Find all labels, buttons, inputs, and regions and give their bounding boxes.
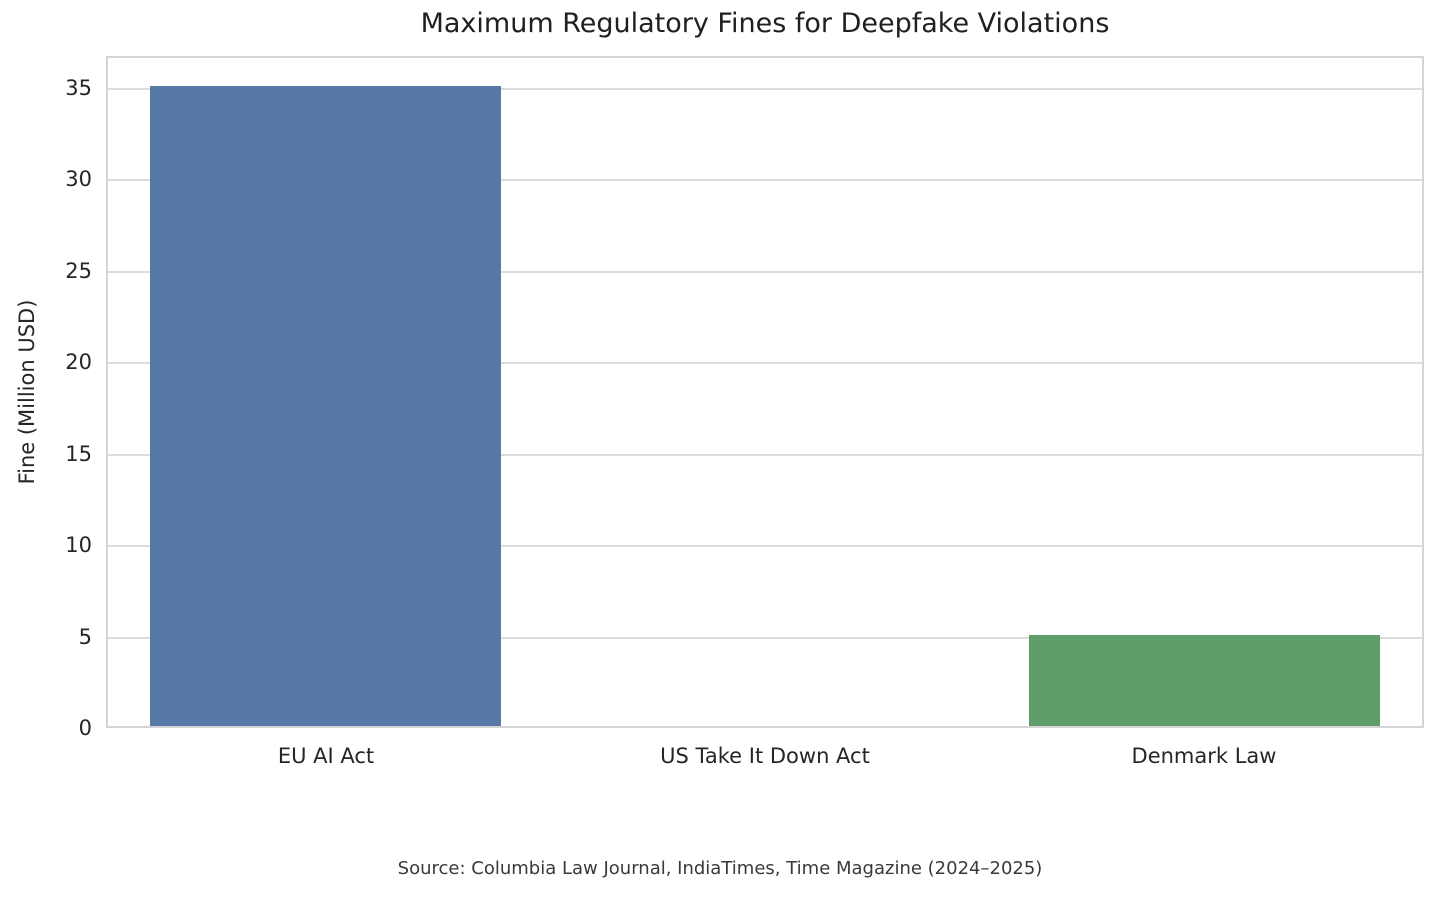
y-tick-label-20: 20	[65, 350, 92, 374]
gridline-15	[108, 454, 1422, 456]
y-tick-label-15: 15	[65, 442, 92, 466]
y-tick-label-0: 0	[78, 716, 92, 740]
gridline-5	[108, 637, 1422, 639]
source-note: Source: Columbia Law Journal, IndiaTimes…	[397, 858, 1043, 879]
gridline-20	[108, 362, 1422, 364]
y-tick-label-25: 25	[65, 259, 92, 283]
bar-denmark-law	[1029, 635, 1380, 726]
x-tick-label-eu-ai-act: EU AI Act	[277, 744, 375, 768]
y-tick-label-5: 5	[78, 625, 92, 649]
y-tick-label-30: 30	[65, 167, 92, 191]
y-tick-label-10: 10	[65, 533, 92, 557]
plot-area	[106, 56, 1424, 728]
gridline-25	[108, 271, 1422, 273]
bar-eu-ai-act	[150, 86, 501, 726]
gridline-35	[108, 88, 1422, 90]
chart-title: Maximum Regulatory Fines for Deepfake Vi…	[420, 8, 1110, 39]
gridline-30	[108, 179, 1422, 181]
y-tick-label-35: 35	[65, 76, 92, 100]
x-tick-label-us-take-it-down-act: US Take It Down Act	[660, 744, 870, 768]
x-tick-label-denmark-law: Denmark Law	[1131, 744, 1277, 768]
gridline-10	[108, 545, 1422, 547]
